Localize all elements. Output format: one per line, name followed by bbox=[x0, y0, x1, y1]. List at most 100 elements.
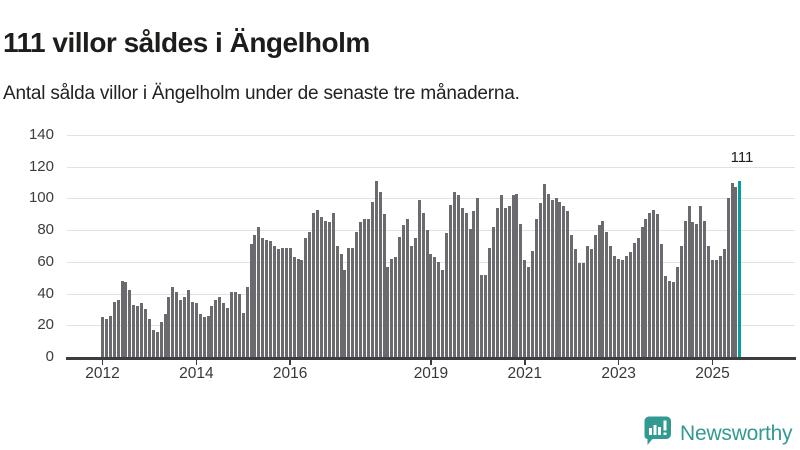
bar bbox=[601, 220, 605, 357]
bar bbox=[327, 222, 331, 357]
x-tick-mark bbox=[195, 359, 198, 365]
bar bbox=[609, 246, 613, 357]
bar bbox=[233, 292, 237, 357]
bar bbox=[495, 207, 499, 357]
bar bbox=[535, 219, 538, 357]
bar bbox=[570, 234, 574, 357]
bar bbox=[339, 253, 343, 357]
bar bbox=[413, 238, 417, 357]
bar bbox=[613, 255, 617, 357]
logo-wordmark: Newsworthy bbox=[680, 421, 793, 445]
bar bbox=[499, 195, 503, 357]
bar bbox=[710, 260, 714, 357]
bar bbox=[237, 293, 241, 357]
bar bbox=[261, 238, 265, 357]
bar bbox=[621, 260, 625, 357]
bar bbox=[312, 212, 316, 357]
bar bbox=[448, 204, 452, 357]
x-tick-mark bbox=[101, 359, 104, 365]
gridline bbox=[67, 230, 795, 232]
x-tick-mark bbox=[289, 359, 291, 365]
bar bbox=[116, 299, 120, 357]
bar bbox=[507, 206, 511, 357]
x-tick-label: 2014 bbox=[179, 365, 214, 382]
x-tick-mark bbox=[524, 359, 526, 365]
y-tick-label: 40 bbox=[37, 284, 54, 302]
bar bbox=[398, 236, 402, 357]
bar bbox=[718, 255, 722, 357]
x-tick-label: 2021 bbox=[507, 365, 542, 382]
bar bbox=[538, 203, 542, 357]
bar bbox=[640, 226, 644, 357]
bar bbox=[578, 263, 582, 357]
gridline bbox=[67, 198, 795, 200]
bar bbox=[362, 219, 366, 357]
bar bbox=[574, 249, 578, 357]
bar bbox=[132, 304, 136, 357]
gridline bbox=[67, 135, 795, 136]
highlight-bar bbox=[738, 181, 742, 357]
bar bbox=[335, 246, 339, 357]
bar bbox=[366, 219, 370, 357]
bar bbox=[226, 307, 230, 357]
bar bbox=[147, 318, 151, 357]
bar bbox=[656, 214, 660, 357]
bar bbox=[429, 253, 433, 357]
bar bbox=[179, 299, 183, 357]
bar bbox=[707, 246, 711, 357]
bar bbox=[323, 220, 327, 357]
bar bbox=[437, 261, 441, 357]
bar bbox=[581, 263, 585, 357]
bar bbox=[370, 201, 374, 357]
y-tick-label: 140 bbox=[28, 126, 54, 143]
bar bbox=[308, 231, 312, 357]
bar bbox=[660, 244, 664, 357]
bar bbox=[402, 225, 406, 357]
bar bbox=[558, 201, 562, 357]
bar bbox=[628, 252, 632, 357]
bar bbox=[480, 274, 484, 357]
bar bbox=[296, 258, 300, 357]
bar bbox=[269, 241, 273, 357]
x-tick-label: 2019 bbox=[413, 365, 449, 382]
bar bbox=[425, 230, 429, 357]
bar bbox=[198, 314, 202, 357]
bar bbox=[667, 280, 671, 357]
bar bbox=[300, 260, 304, 357]
bar bbox=[730, 182, 734, 357]
bar bbox=[304, 238, 308, 357]
bar bbox=[593, 234, 597, 357]
bar bbox=[187, 290, 191, 357]
bar bbox=[124, 282, 128, 357]
bar bbox=[292, 257, 296, 357]
bar bbox=[644, 219, 648, 357]
bar bbox=[155, 331, 159, 357]
bar bbox=[464, 212, 468, 357]
x-tick-mark bbox=[711, 359, 714, 365]
bar bbox=[374, 181, 378, 357]
bar bbox=[523, 260, 527, 357]
bar bbox=[550, 200, 554, 357]
newsworthy-logo[interactable]: Newsworthy bbox=[644, 416, 793, 450]
bar bbox=[151, 330, 155, 357]
bar bbox=[288, 247, 292, 357]
x-tick-mark bbox=[430, 359, 432, 365]
bar bbox=[183, 296, 187, 357]
y-tick-label: 60 bbox=[37, 252, 54, 270]
x-tick-label: 2023 bbox=[601, 365, 636, 382]
bar bbox=[695, 223, 699, 357]
bar bbox=[624, 255, 628, 357]
bar bbox=[280, 247, 284, 357]
bar bbox=[206, 315, 210, 357]
bar bbox=[531, 250, 535, 357]
bar bbox=[687, 206, 691, 357]
bar bbox=[566, 211, 570, 357]
bar bbox=[679, 246, 683, 357]
bar bbox=[542, 184, 546, 357]
bar bbox=[386, 266, 390, 357]
bar bbox=[726, 198, 730, 357]
bar bbox=[382, 214, 386, 357]
bar bbox=[484, 274, 488, 357]
bar bbox=[417, 200, 421, 357]
bar bbox=[343, 269, 347, 357]
